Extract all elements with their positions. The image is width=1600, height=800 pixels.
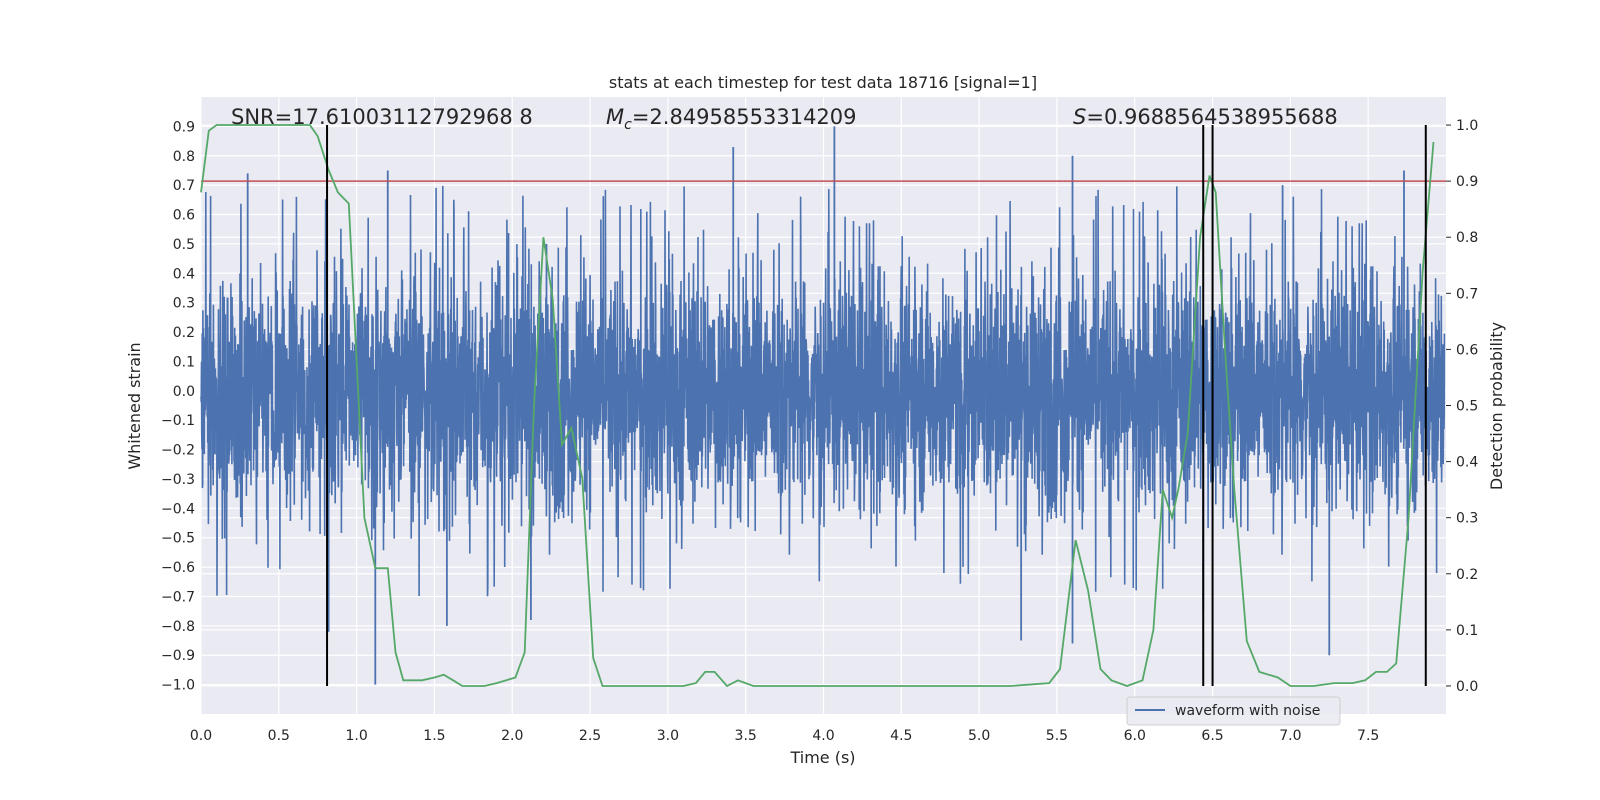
mc-symbol: M	[606, 105, 624, 129]
y-tick-label: 0.9	[173, 119, 195, 135]
s-value: =0.9688564538955688	[1086, 105, 1337, 129]
y2-tick-label: 0.3	[1456, 511, 1478, 527]
x-tick-label: 0.0	[190, 728, 212, 744]
y-tick-label: −0.7	[161, 589, 195, 605]
y-tick-label: 0.6	[173, 208, 195, 224]
x-axis-label: Time (s)	[789, 748, 855, 767]
y-tick-label: 0.1	[173, 354, 195, 370]
legend-box	[1126, 696, 1341, 726]
x-tick-label: 2.0	[501, 728, 523, 744]
y-tick-label: −0.4	[161, 501, 195, 517]
y-tick-label: 0.7	[173, 178, 195, 194]
legend: waveform with noise	[1126, 696, 1341, 726]
x-tick-label: 5.5	[1046, 728, 1068, 744]
y-tick-label: 0.4	[173, 266, 195, 282]
y-tick-label: −0.3	[161, 472, 195, 488]
x-tick-label: 6.5	[1201, 728, 1223, 744]
snr-annotation: SNR=17.61003112792968 8	[231, 105, 533, 129]
y2-tick-label: 0.8	[1456, 230, 1478, 246]
probability-series	[200, 124, 1435, 688]
y2-tick-label: 0.9	[1456, 174, 1478, 190]
y-tick-label: −0.1	[161, 413, 195, 429]
y2-tick-label: 0.7	[1456, 286, 1478, 302]
y-tick-label: −0.6	[161, 560, 195, 576]
x-tick-label: 7.5	[1357, 728, 1379, 744]
y-tick-label: 0.0	[173, 384, 195, 400]
x-ticks: 0.0 0.5 1.0 1.5 2.0 2.5 3.0 3.5 4.0 4.5 5.0 5.5 6.0 6…	[190, 728, 1379, 744]
x-tick-label: 1.5	[423, 728, 445, 744]
y-tick-label: −0.8	[161, 619, 195, 635]
y-tick-label: 0.8	[173, 149, 195, 165]
s-annotation: S=0.9688564538955688	[1073, 105, 1338, 129]
x-tick-label: 0.5	[268, 728, 290, 744]
y2-tick-label: 1.0	[1456, 118, 1478, 134]
y2-tick-label: 0.5	[1456, 399, 1478, 415]
y-tick-label: 0.3	[173, 296, 195, 312]
x-tick-label: 6.0	[1124, 728, 1146, 744]
y-tick-label: −1.0	[161, 678, 195, 694]
y-ticks: 0.9 0.8 0.7 0.6 0.5 0.4 0.3 0.2 0.1 0.0 −0.1 −0.2 −0…	[161, 119, 195, 693]
probability-line	[200, 124, 1435, 688]
x-tick-label: 4.0	[812, 728, 834, 744]
s-symbol: S	[1073, 105, 1086, 129]
legend-label: waveform with noise	[1175, 703, 1320, 719]
x-tick-label: 1.0	[345, 728, 367, 744]
y2-tick-label: 0.0	[1456, 679, 1478, 695]
y2-tick-label: 0.6	[1456, 342, 1478, 358]
y-axis-label: Whitened strain	[125, 342, 144, 469]
waveform-line	[200, 185, 1446, 597]
chart-title: stats at each timestep for test data 187…	[609, 73, 1037, 92]
vertical-markers	[326, 125, 1427, 686]
mc-value: =2.84958553314209	[632, 105, 857, 129]
chirp-mass-annotation: Mc=2.84958553314209	[606, 105, 857, 133]
x-tick-label: 4.5	[890, 728, 912, 744]
x-tick-label: 3.0	[657, 728, 679, 744]
x-tick-label: 2.5	[579, 728, 601, 744]
y-tick-label: −0.2	[161, 443, 195, 459]
x-tick-label: 3.5	[735, 728, 757, 744]
mc-subscript: c	[624, 117, 632, 133]
y-tick-label: 0.5	[173, 237, 195, 253]
y2-tick-label: 0.4	[1456, 455, 1478, 471]
y2-tick-label: 0.1	[1456, 623, 1478, 639]
x-tick-label: 7.0	[1279, 728, 1301, 744]
y2-axis-label: Detection probability	[1487, 322, 1506, 490]
x-tick-label: 5.0	[968, 728, 990, 744]
y-tick-label: −0.9	[161, 648, 195, 664]
y2-tick-label: 0.2	[1456, 567, 1478, 583]
y-tick-label: −0.5	[161, 531, 195, 547]
y2-ticks: 1.0 0.9 0.8 0.7 0.6 0.5 0.4 0.3 0.2 0.1 0.0	[1446, 118, 1478, 695]
y-tick-label: 0.2	[173, 325, 195, 341]
